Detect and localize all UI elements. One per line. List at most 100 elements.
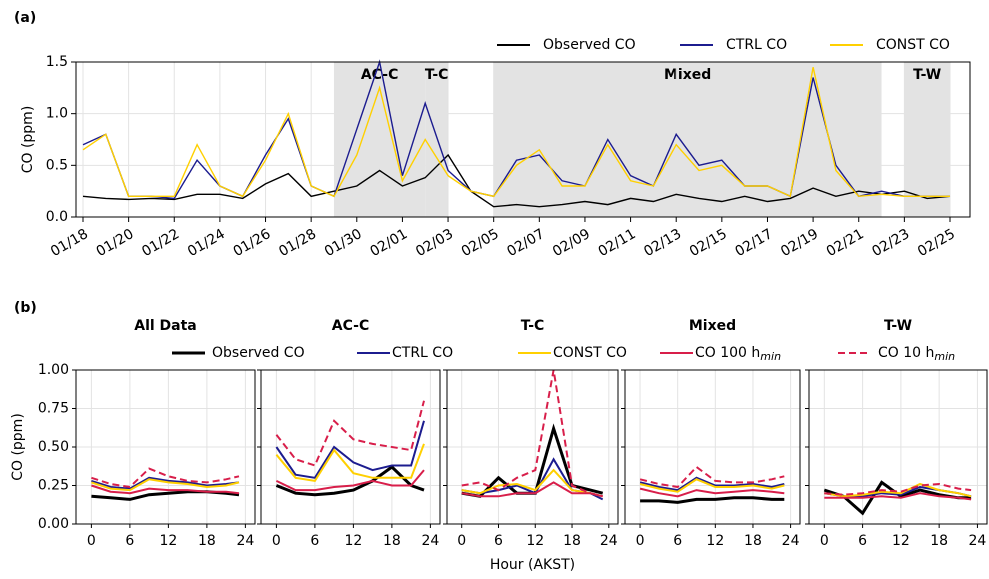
region-label: T-C	[425, 67, 449, 83]
region-shade	[904, 62, 950, 217]
subplot-title: T-C	[521, 318, 545, 334]
x-tick-label: 02/09	[550, 226, 593, 260]
x-tick-label: 01/30	[322, 226, 365, 260]
x-axis-label: Hour (AKST)	[490, 557, 575, 573]
y-tick-label: 0.5	[46, 157, 68, 173]
series-line	[639, 487, 785, 498]
legend-label-sub: min	[760, 350, 781, 363]
series-line	[461, 369, 603, 498]
series-line	[275, 465, 425, 497]
x-tick-label: 0	[87, 533, 96, 549]
x-tick-label: 18	[198, 533, 216, 549]
series-line	[91, 467, 240, 489]
plot-frame	[260, 369, 441, 525]
x-tick-label: 12	[706, 533, 724, 549]
series-line	[82, 153, 951, 208]
region-label: AC-C	[361, 67, 399, 83]
legend-label: CONST CO	[553, 345, 627, 361]
series-line	[824, 482, 972, 496]
x-tick-label: 02/13	[641, 226, 684, 260]
y-tick-label: 0.75	[38, 401, 69, 417]
x-tick-label: 12	[526, 533, 544, 549]
y-axis-label: CO (ppm)	[10, 413, 26, 481]
x-tick-label: 02/19	[778, 226, 821, 260]
series-line	[275, 469, 425, 492]
x-tick-label: 02/17	[733, 226, 776, 260]
y-tick-label: 1.0	[46, 106, 68, 122]
legend-label-main: CONST CO	[553, 345, 627, 361]
legend-label-main: CO 100 h	[695, 345, 760, 361]
series-line	[91, 478, 240, 492]
legend-label-sub: min	[934, 350, 955, 363]
series-line	[640, 496, 785, 504]
region-shade	[425, 62, 449, 217]
y-tick-label: 1.5	[46, 54, 68, 70]
y-tick-label: 1.00	[38, 362, 69, 378]
x-tick-label: 24	[421, 533, 439, 549]
x-tick-label: 0	[272, 533, 281, 549]
series-line	[824, 482, 972, 498]
x-tick-label: 24	[782, 533, 800, 549]
x-tick-label: 02/21	[824, 226, 867, 260]
panel-label: (a)	[14, 10, 36, 26]
subplot-title: All Data	[134, 318, 197, 334]
x-tick-label: 24	[969, 533, 987, 549]
series-line	[639, 465, 785, 489]
x-tick-label: 01/28	[276, 226, 319, 260]
x-tick-label: 6	[673, 533, 682, 549]
legend-label-main: CO 10 h	[878, 345, 934, 361]
series-line	[461, 481, 603, 498]
subplot-title: AC-C	[332, 318, 370, 334]
region-shade	[333, 62, 426, 217]
y-axis-label: CO (ppm)	[20, 106, 36, 174]
plot-frame	[624, 369, 801, 525]
plot-frame	[446, 369, 619, 525]
x-tick-label: 6	[125, 533, 134, 549]
x-tick-label: 6	[494, 533, 503, 549]
series-line	[275, 400, 425, 467]
x-tick-label: 02/01	[367, 226, 410, 260]
plot-frame	[75, 369, 256, 525]
x-tick-label: 12	[344, 533, 362, 549]
legend-label: CTRL CO	[726, 37, 787, 53]
plot-frame	[808, 369, 988, 525]
panel-label: (b)	[14, 300, 37, 316]
x-tick-label: 24	[600, 533, 618, 549]
x-tick-label: 01/24	[185, 226, 228, 260]
x-tick-label: 6	[858, 533, 867, 549]
x-tick-label: 02/05	[459, 226, 502, 260]
x-tick-label: 02/03	[413, 226, 456, 260]
legend-label: CTRL CO	[392, 345, 453, 361]
series-line	[275, 443, 425, 482]
legend-label: Observed CO	[212, 345, 305, 361]
legend-label: CO 10 hmin	[878, 345, 955, 363]
x-tick-label: 18	[930, 533, 948, 549]
region-label: Mixed	[664, 67, 711, 83]
series-line	[639, 478, 785, 493]
subplot-title: T-W	[884, 318, 912, 334]
series-line	[639, 476, 785, 492]
x-tick-label: 01/18	[48, 226, 91, 260]
x-tick-label: 0	[820, 533, 829, 549]
legend-label-main: CTRL CO	[392, 345, 453, 361]
series-line	[82, 67, 950, 198]
region-shade	[493, 62, 882, 217]
y-tick-label: 0.00	[38, 516, 69, 532]
y-tick-label: 0.50	[38, 439, 69, 455]
x-tick-label: 12	[159, 533, 177, 549]
legend-label: Observed CO	[543, 37, 636, 53]
x-tick-label: 02/11	[596, 226, 639, 260]
plot-frame	[75, 61, 971, 218]
x-tick-label: 02/25	[915, 226, 958, 260]
series-line	[461, 423, 604, 498]
x-tick-label: 01/20	[94, 226, 137, 260]
x-tick-label: 12	[892, 533, 910, 549]
legend-label: CO 100 hmin	[695, 345, 781, 363]
x-tick-label: 18	[383, 533, 401, 549]
series-line	[461, 468, 603, 498]
series-line	[91, 484, 240, 495]
x-tick-label: 02/15	[687, 226, 730, 260]
x-tick-label: 6	[310, 533, 319, 549]
series-line	[91, 476, 240, 490]
x-tick-label: 0	[636, 533, 645, 549]
